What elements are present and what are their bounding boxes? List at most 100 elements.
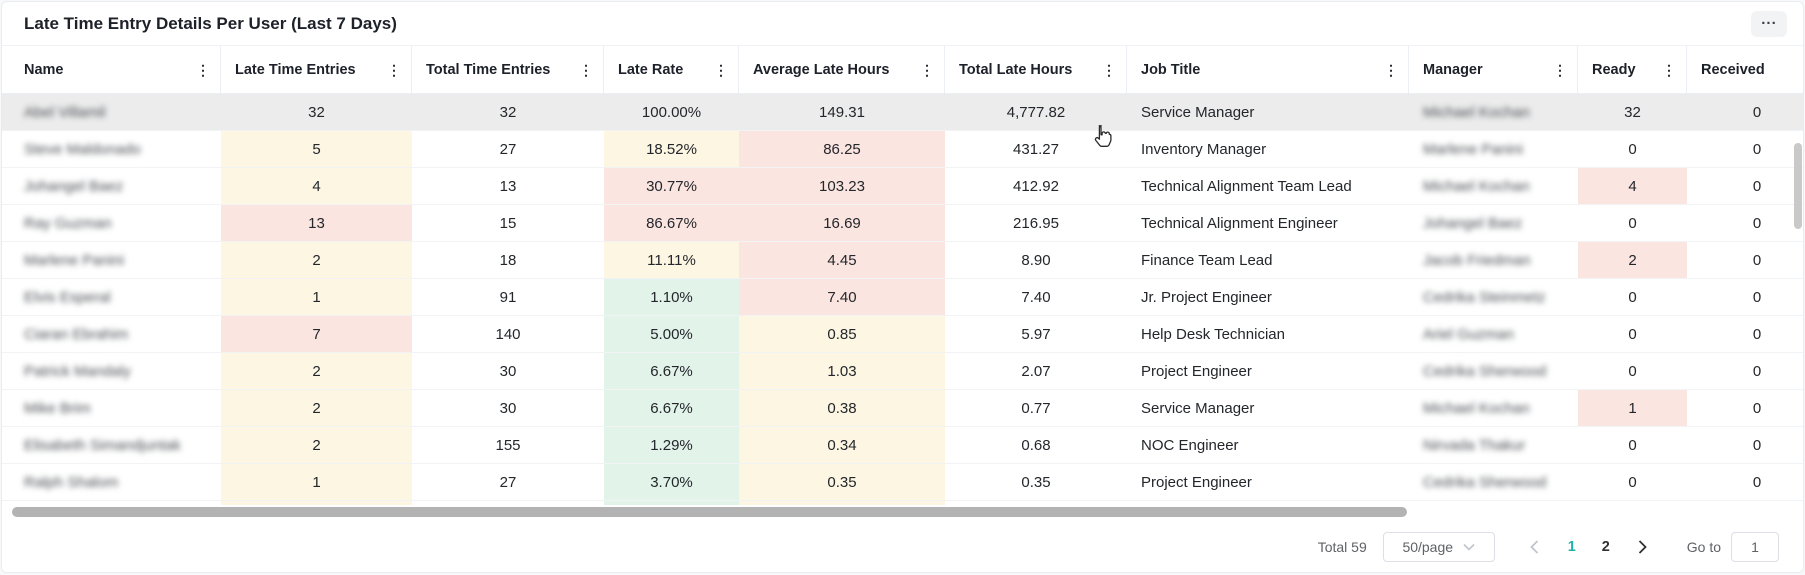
table-cell[interactable]: 32 (412, 94, 604, 131)
table-cell[interactable]: 0.77 (945, 390, 1127, 427)
table-row[interactable]: Ciaran Ebrahim 7 140 5.00% 0.85 5.97 Help Desk… (2, 316, 1803, 353)
column-header-job-title[interactable]: Job Title ⋮ (1127, 46, 1409, 94)
table-cell[interactable]: Jr. Project Engineer (1127, 279, 1409, 316)
table-cell[interactable]: 27 (412, 131, 604, 168)
table-cell[interactable] (945, 501, 1127, 505)
vertical-scrollbar-thumb[interactable] (1794, 143, 1802, 229)
table-cell[interactable]: 7.40 (945, 279, 1127, 316)
page-size-select[interactable]: 50/page (1382, 531, 1495, 562)
table-cell[interactable]: 32 (221, 94, 412, 131)
table-cell[interactable]: 155 (412, 427, 604, 464)
table-cell[interactable]: Mike Brim (2, 390, 221, 427)
table-cell[interactable]: 103.23 (739, 168, 945, 205)
table-cell[interactable]: 4,777.82 (945, 94, 1127, 131)
table-cell[interactable]: Marlene Panini (1409, 131, 1578, 168)
table-cell[interactable]: Steve Maldonado (2, 131, 221, 168)
table-cell[interactable]: Nirvada Thakur (1409, 427, 1578, 464)
column-header-average-late-hours[interactable]: Average Late Hours ⋮ (739, 46, 945, 94)
table-cell[interactable]: 0 (1578, 353, 1687, 390)
table-cell[interactable]: 4.45 (739, 242, 945, 279)
column-header-ready[interactable]: Ready ⋮ (1578, 46, 1687, 94)
table-cell[interactable]: Johangel Baez (1409, 205, 1578, 242)
table-cell[interactable]: 7 (221, 316, 412, 353)
table-cell[interactable]: 2 (221, 242, 412, 279)
table-cell[interactable]: 100.00% (604, 94, 739, 131)
table-cell[interactable]: Ciaran Ebrahim (2, 316, 221, 353)
table-cell[interactable]: 0.85 (739, 316, 945, 353)
table-cell[interactable]: Michael Kochan (1409, 94, 1578, 131)
table-cell[interactable]: 7.40 (739, 279, 945, 316)
column-header-late-rate[interactable]: Late Rate ⋮ (604, 46, 739, 94)
table-cell[interactable]: 412.92 (945, 168, 1127, 205)
table-cell[interactable]: 0 (1687, 205, 1803, 242)
table-cell[interactable]: 2 (221, 390, 412, 427)
table-cell[interactable]: Inventory Manager (1127, 131, 1409, 168)
column-menu-icon[interactable]: ⋮ (387, 61, 401, 78)
table-cell[interactable]: 27 (412, 464, 604, 501)
table-cell[interactable]: 86.25 (739, 131, 945, 168)
table-cell[interactable]: 0 (1687, 390, 1803, 427)
table-cell[interactable] (412, 501, 604, 505)
table-cell[interactable]: 16.69 (739, 205, 945, 242)
table-cell[interactable]: 91 (412, 279, 604, 316)
table-row[interactable]: Marlene Panini 2 18 11.11% 4.45 8.90 Finance T… (2, 242, 1803, 279)
table-cell[interactable]: 0 (1578, 464, 1687, 501)
table-cell[interactable]: 5.97 (945, 316, 1127, 353)
table-cell[interactable]: 18 (412, 242, 604, 279)
column-menu-icon[interactable]: ⋮ (920, 61, 934, 78)
table-cell[interactable]: 0.35 (945, 464, 1127, 501)
page-number-2[interactable]: 2 (1601, 538, 1610, 555)
table-row[interactable]: Elvis Esperal 1 91 1.10% 7.40 7.40 Jr. Project… (2, 279, 1803, 316)
column-header-total-time-entries[interactable]: Total Time Entries ⋮ (412, 46, 604, 94)
column-menu-icon[interactable]: ⋮ (1553, 61, 1567, 78)
next-page-button[interactable] (1629, 533, 1657, 561)
table-cell[interactable]: 0.34 (739, 427, 945, 464)
table-cell[interactable]: 86.67% (604, 205, 739, 242)
table-cell[interactable]: 0.35 (739, 464, 945, 501)
table-cell[interactable]: 8.90 (945, 242, 1127, 279)
table-cell[interactable]: Johangel Baez (2, 168, 221, 205)
table-cell[interactable]: 11.11% (604, 242, 739, 279)
table-row[interactable]: Ray Guzman 13 15 86.67% 16.69 216.95 Technical… (2, 205, 1803, 242)
table-cell[interactable]: 0.38 (739, 390, 945, 427)
table-cell[interactable]: 0 (1578, 316, 1687, 353)
page-number-1[interactable]: 1 (1567, 538, 1576, 555)
table-cell[interactable]: 0 (1578, 131, 1687, 168)
table-cell[interactable]: 431.27 (945, 131, 1127, 168)
table-cell[interactable]: 0 (1687, 279, 1803, 316)
table-cell[interactable]: Patrick Mandaly (2, 353, 221, 390)
table-cell[interactable]: 149.31 (739, 94, 945, 131)
table-cell[interactable]: NOC Engineer (1127, 427, 1409, 464)
table-cell[interactable]: 30 (412, 353, 604, 390)
table-cell[interactable]: 30 (412, 390, 604, 427)
table-cell[interactable]: 0.68 (945, 427, 1127, 464)
table-cell[interactable]: 1.29% (604, 427, 739, 464)
table-cell[interactable]: Cedrika Sherwood (1409, 464, 1578, 501)
column-header-name[interactable]: Name ⋮ (2, 46, 221, 94)
table-cell[interactable]: Michael Kochan (1409, 168, 1578, 205)
table-cell[interactable]: 140 (412, 316, 604, 353)
table-cell[interactable] (221, 501, 412, 505)
table-cell[interactable]: 13 (412, 168, 604, 205)
table-row[interactable]: Elisabeth Simandjuntak 2 155 1.29% 0.34 0.68 N… (2, 427, 1803, 464)
table-cell[interactable] (739, 501, 945, 505)
horizontal-scrollbar-thumb[interactable] (12, 507, 1407, 517)
table-cell[interactable]: 1 (221, 464, 412, 501)
table-cell[interactable]: Ariel Guzman (1409, 316, 1578, 353)
table-cell[interactable]: 1 (221, 279, 412, 316)
table-cell[interactable]: Elvis Esperal (2, 279, 221, 316)
column-menu-icon[interactable]: ⋮ (196, 61, 210, 78)
table-cell[interactable]: 13 (221, 205, 412, 242)
table-cell[interactable] (1578, 501, 1687, 505)
table-cell[interactable]: 2 (1578, 242, 1687, 279)
table-cell[interactable]: Elisabeth Simandjuntak (2, 427, 221, 464)
table-cell[interactable]: 4 (1578, 168, 1687, 205)
table-cell[interactable]: 1.10% (604, 279, 739, 316)
table-cell[interactable]: 216.95 (945, 205, 1127, 242)
table-cell[interactable]: 0 (1687, 94, 1803, 131)
table-cell[interactable] (604, 501, 739, 505)
table-cell[interactable]: Project Engineer (1127, 464, 1409, 501)
table-cell[interactable]: 0 (1687, 168, 1803, 205)
table-row-partial[interactable] (2, 501, 1803, 505)
table-row[interactable]: Steve Maldonado 5 27 18.52% 86.25 431.27 Inven… (2, 131, 1803, 168)
